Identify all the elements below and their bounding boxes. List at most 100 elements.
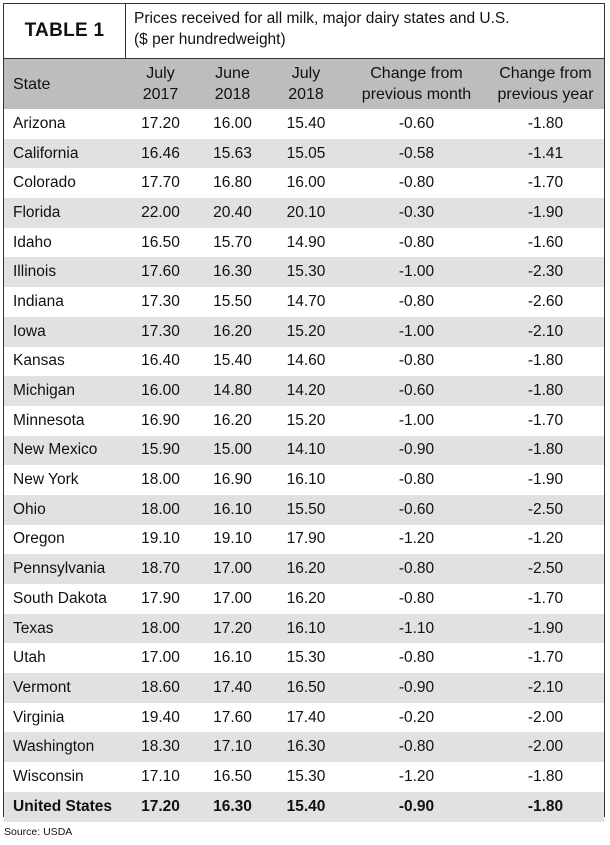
state-cell: Florida bbox=[4, 198, 122, 228]
header-row: State July 2017 June 2018 July 2018 Change from… bbox=[4, 59, 604, 109]
state-cell: Minnesota bbox=[13, 411, 85, 429]
table-row: Wisconsin 17.10 16.50 15.30 -1.20 -1.80 bbox=[4, 762, 604, 792]
value-cell: 17.20 bbox=[122, 791, 199, 822]
value-cell: -0.80 bbox=[398, 174, 435, 192]
value-cell: 20.10 bbox=[266, 198, 346, 228]
value-cell: -1.20 bbox=[398, 767, 435, 785]
value-cell: -1.00 bbox=[346, 257, 487, 288]
value-cell: -1.90 bbox=[487, 613, 604, 644]
value-cell: 15.50 bbox=[266, 494, 346, 525]
table-row: Illinois 17.60 16.30 15.30 -1.00 -2.30 bbox=[4, 257, 604, 288]
value-cell: 22.00 bbox=[122, 198, 199, 228]
state-cell: United States bbox=[4, 791, 122, 822]
value-cell: 15.30 bbox=[286, 767, 326, 785]
value-cell: 18.60 bbox=[122, 673, 199, 703]
table-row: Florida 22.00 20.40 20.10 -0.30 -1.90 bbox=[4, 198, 604, 228]
column-header: July 2018 bbox=[266, 59, 346, 109]
value-cell: -2.00 bbox=[487, 732, 604, 763]
value-cell: -1.70 bbox=[527, 411, 564, 429]
value-cell: 18.00 bbox=[122, 613, 199, 644]
value-cell: 17.40 bbox=[286, 708, 326, 726]
column-header-line1: July bbox=[146, 65, 175, 82]
value-cell: -1.70 bbox=[527, 589, 564, 607]
state-cell: Arizona bbox=[13, 114, 66, 132]
value-cell: 15.20 bbox=[266, 316, 346, 347]
value-cell: 16.10 bbox=[199, 494, 266, 525]
table-row: Colorado 17.70 16.80 16.00 -0.80 -1.70 bbox=[4, 168, 604, 198]
value-cell: 17.10 bbox=[199, 732, 266, 763]
state-cell: Idaho bbox=[13, 233, 52, 251]
value-cell: 14.60 bbox=[286, 352, 326, 370]
value-cell: -0.80 bbox=[346, 732, 487, 763]
value-cell: -1.70 bbox=[527, 649, 564, 667]
milk-prices-table: State July 2017 June 2018 July 2018 Change from… bbox=[4, 59, 604, 822]
value-cell: 16.20 bbox=[199, 316, 266, 347]
value-cell: -0.90 bbox=[346, 791, 487, 822]
value-cell: -0.60 bbox=[346, 494, 487, 525]
value-cell: -0.20 bbox=[398, 708, 435, 726]
value-cell: 16.50 bbox=[266, 673, 346, 703]
value-cell: -2.10 bbox=[487, 316, 604, 347]
value-cell: 16.30 bbox=[199, 257, 266, 288]
value-cell: 15.40 bbox=[266, 791, 346, 822]
value-cell: 16.20 bbox=[266, 554, 346, 584]
value-cell: 18.00 bbox=[141, 471, 180, 489]
value-cell: 17.30 bbox=[122, 316, 199, 347]
value-cell: -0.80 bbox=[346, 554, 487, 584]
source-note: Source: USDA bbox=[4, 826, 73, 838]
column-header-line2: 2017 bbox=[142, 86, 179, 103]
value-cell: 17.60 bbox=[213, 708, 252, 726]
state-cell: New Mexico bbox=[4, 435, 122, 466]
table-title-bar: TABLE 1 Prices received for all milk, ma… bbox=[4, 4, 604, 59]
value-cell: 17.90 bbox=[286, 530, 326, 548]
value-cell: 17.70 bbox=[141, 174, 180, 192]
table-row: Oregon 19.10 19.10 17.90 -1.20 -1.20 bbox=[4, 525, 604, 555]
value-cell: 17.10 bbox=[141, 767, 180, 785]
value-cell: 14.20 bbox=[266, 376, 346, 406]
value-cell: 16.10 bbox=[286, 471, 326, 489]
value-cell: 17.30 bbox=[141, 292, 180, 310]
value-cell: -0.80 bbox=[398, 471, 435, 489]
column-header-line1: Change from bbox=[370, 65, 463, 82]
table-row: Minnesota 16.90 16.20 15.20 -1.00 -1.70 bbox=[4, 406, 604, 436]
value-cell: 19.10 bbox=[213, 530, 252, 548]
value-cell: 15.40 bbox=[286, 114, 326, 132]
column-header-line1: June bbox=[215, 65, 250, 82]
state-cell: California bbox=[4, 138, 122, 169]
column-header: July 2017 bbox=[122, 59, 199, 109]
table-row: Arizona 17.20 16.00 15.40 -0.60 -1.80 bbox=[4, 109, 604, 139]
column-header: State bbox=[4, 59, 122, 109]
value-cell: 15.30 bbox=[286, 649, 326, 667]
value-cell: -0.80 bbox=[398, 233, 435, 251]
value-cell: 18.30 bbox=[122, 732, 199, 763]
column-header-line2: previous month bbox=[361, 86, 472, 103]
value-cell: -1.80 bbox=[527, 767, 564, 785]
column-header-line1: State bbox=[13, 75, 51, 93]
column-header-line1: Change from bbox=[499, 65, 592, 82]
value-cell: 16.30 bbox=[199, 791, 266, 822]
state-cell: Virginia bbox=[13, 708, 65, 726]
value-cell: -0.60 bbox=[346, 376, 487, 406]
state-cell: South Dakota bbox=[13, 589, 107, 607]
value-cell: 15.20 bbox=[286, 411, 326, 429]
column-header: June 2018 bbox=[199, 59, 266, 109]
value-cell: 14.70 bbox=[286, 292, 326, 310]
column-header-line2: previous year bbox=[497, 86, 594, 103]
value-cell: 16.46 bbox=[122, 138, 199, 169]
value-cell: 15.50 bbox=[213, 292, 252, 310]
table-row: United States 17.20 16.30 15.40 -0.90 -1.80 bbox=[4, 791, 604, 822]
table-row: Washington 18.30 17.10 16.30 -0.80 -2.00 bbox=[4, 732, 604, 763]
value-cell: -1.90 bbox=[527, 471, 564, 489]
value-cell: -0.58 bbox=[346, 138, 487, 169]
value-cell: -0.90 bbox=[346, 435, 487, 466]
value-cell: 16.30 bbox=[266, 732, 346, 763]
value-cell: 17.40 bbox=[199, 673, 266, 703]
table-title-line1: Prices received for all milk, major dair… bbox=[134, 10, 510, 27]
table-title-line2: ($ per hundredweight) bbox=[134, 31, 286, 48]
table-frame: TABLE 1 Prices received for all milk, ma… bbox=[3, 3, 605, 822]
table-row: Texas 18.00 17.20 16.10 -1.10 -1.90 bbox=[4, 613, 604, 644]
table-row: Indiana 17.30 15.50 14.70 -0.80 -2.60 bbox=[4, 287, 604, 317]
value-cell: -1.20 bbox=[398, 530, 435, 548]
value-cell: 16.20 bbox=[286, 589, 326, 607]
state-cell: Vermont bbox=[4, 673, 122, 703]
